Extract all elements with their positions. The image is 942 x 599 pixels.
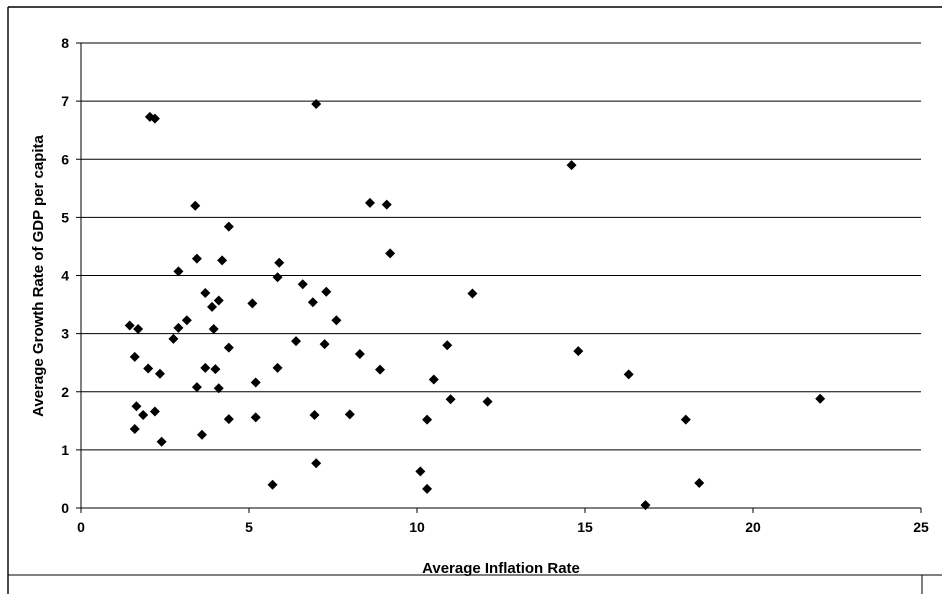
y-axis-title: Average Growth Rate of GDP per capita [30,134,47,416]
data-point [131,401,142,412]
data-point [640,500,651,511]
data-point [149,113,160,124]
data-point [190,200,201,211]
data-point [133,323,144,334]
data-point [344,409,355,420]
data-point [191,253,202,264]
data-point [213,383,224,394]
data-point [311,458,322,469]
data-point [375,364,386,375]
data-point [208,323,219,334]
data-point [680,414,691,425]
data-point [213,295,224,306]
data-point [267,479,278,490]
y-tick-label: 2 [61,384,69,400]
data-point [154,368,165,379]
data-point [381,199,392,210]
x-tick-label: 5 [245,519,253,535]
data-point [331,315,342,326]
x-tick-label: 25 [913,519,929,535]
data-point [354,348,365,359]
data-point [307,297,318,308]
data-point [694,478,705,489]
data-point [445,394,456,405]
data-point [319,339,330,350]
data-point [422,483,433,494]
data-point [210,364,221,375]
data-point [274,257,285,268]
data-point [124,320,135,331]
data-point [422,414,433,425]
data-point [168,333,179,344]
x-tick-label: 10 [409,519,425,535]
data-point [297,279,308,290]
data-point [143,363,154,374]
y-tick-label: 8 [61,35,69,51]
data-point [138,410,149,420]
data-point [311,99,322,110]
tick-labels: 0 1 2 3 4 5 6 7 8 0 5 10 15 20 25 [61,35,929,535]
data-point [156,436,167,447]
data-point [428,374,439,385]
data-point [217,255,228,266]
data-point [250,377,261,388]
data-point [223,414,234,425]
data-point [247,298,258,309]
data-point [129,423,140,434]
data-point [573,346,584,357]
data-point [223,221,234,232]
data-point [385,248,396,259]
data-point [173,322,184,333]
data-point [181,315,192,326]
y-tick-label: 6 [61,151,69,167]
x-axis-title: Average Inflation Rate [422,560,580,577]
data-point [566,160,577,171]
data-point [191,382,202,393]
data-point [200,287,211,298]
data-points [124,99,826,511]
data-point [442,340,453,351]
data-point [223,342,234,353]
data-point [467,288,478,299]
data-point [291,336,302,347]
data-point [272,272,283,283]
y-tick-label: 3 [61,326,69,342]
data-point [623,369,634,380]
axes [76,42,922,513]
y-tick-label: 1 [61,442,69,458]
data-point [309,410,320,420]
data-point [272,362,283,373]
data-point [364,197,375,208]
y-tick-label: 7 [61,93,69,109]
data-point [149,406,160,417]
y-tick-label: 0 [61,500,69,516]
data-point [250,412,261,423]
data-point [196,429,207,440]
data-point [415,466,426,477]
data-point [815,393,826,404]
data-point [200,362,211,373]
gridlines [81,42,921,451]
data-point [173,266,184,277]
data-point [321,286,332,297]
data-point [129,351,140,362]
y-tick-label: 4 [61,268,69,284]
data-point [482,396,493,407]
data-point [207,301,218,312]
x-tick-label: 15 [577,519,593,535]
x-tick-label: 20 [745,519,761,535]
x-tick-label: 0 [77,519,85,535]
y-tick-label: 5 [61,209,69,225]
